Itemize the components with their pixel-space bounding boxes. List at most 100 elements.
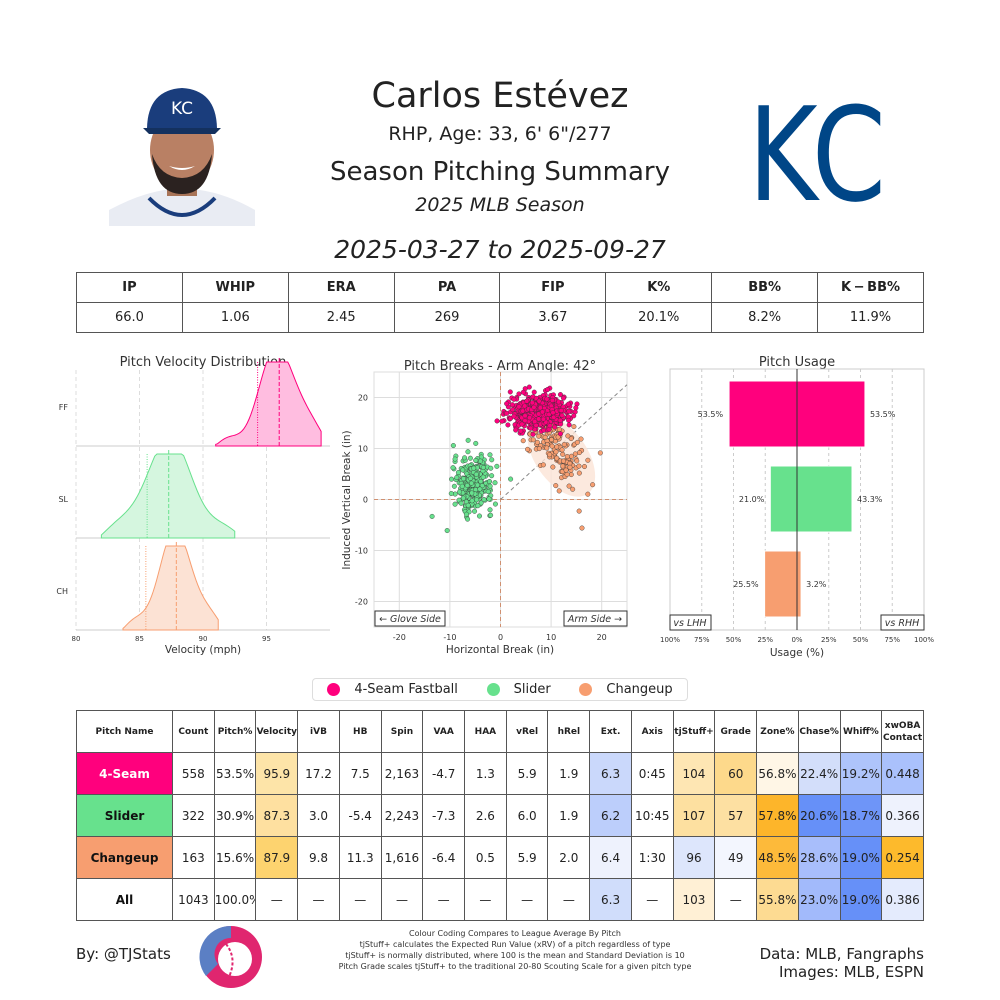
pitch-point — [520, 438, 526, 444]
legend-item-sl: Slider — [486, 682, 551, 697]
pitch-point — [476, 513, 482, 519]
x-tick-label: 0% — [791, 636, 802, 644]
player-headshot: KC — [109, 82, 255, 226]
y-tick-label: 0 — [363, 496, 368, 505]
y-tick-label: -10 — [355, 547, 368, 556]
table-cell: 322 — [172, 794, 215, 837]
pitch-point — [529, 400, 535, 406]
pitch-point — [559, 447, 565, 453]
pitch-point — [597, 450, 603, 456]
season-stats-table: IP WHIP ERA PA FIP K% BB% K − BB% 66.0 1.06 2.45 26… — [76, 272, 924, 333]
pitch-name-cell: All — [76, 878, 173, 921]
pitch-point — [504, 401, 510, 407]
pitch-point — [574, 458, 580, 464]
pitch-point — [494, 418, 500, 424]
stat-header: ERA — [287, 272, 395, 303]
player-name: Carlos Estévez — [371, 76, 629, 116]
column-header: Ext. — [589, 710, 632, 753]
pitch-point — [485, 489, 491, 495]
pitch-point — [526, 384, 532, 390]
pitch-point — [522, 418, 528, 424]
pitch-point — [452, 456, 458, 462]
pitch-point — [527, 415, 533, 421]
note-line: tjStuff+ calculates the Expected Run Val… — [359, 940, 671, 949]
panel-label: FF — [59, 403, 69, 412]
stat-header: IP — [76, 272, 183, 303]
pitch-point — [492, 501, 498, 507]
pitch-point — [566, 483, 572, 489]
pitch-point — [474, 497, 480, 503]
pitch-point — [499, 418, 505, 424]
pitch-point — [547, 452, 553, 458]
table-row: 4-Seam 558 53.5% 95.9 17.2 7.5 2,163 -4.7 1.3 5.9… — [76, 752, 924, 795]
pitch-point — [558, 408, 564, 414]
x-axis-label: Velocity (mph) — [165, 644, 241, 656]
pitch-point — [463, 511, 469, 517]
table-cell: -4.7 — [422, 752, 466, 795]
table-cell: 6.0 — [505, 794, 549, 837]
pitch-breaks-chart: Pitch Breaks - Arm Angle: 42° Horizontal… — [341, 359, 628, 656]
pitch-point — [566, 422, 572, 428]
stat-header: K − BB% — [817, 272, 924, 303]
pitch-point — [530, 437, 536, 443]
x-tick-label: 90 — [199, 635, 208, 643]
column-header: Velocity — [255, 710, 299, 753]
annotation-box — [880, 614, 925, 631]
pitch-point — [473, 471, 479, 477]
pitch-point — [567, 464, 573, 470]
pitch-point — [571, 413, 577, 419]
pitch-point — [576, 450, 582, 456]
x-tick-label: 0 — [498, 633, 503, 642]
pitch-point — [507, 389, 513, 395]
pitch-point — [459, 483, 465, 489]
pitch-point — [532, 419, 538, 425]
table-cell: — — [547, 878, 591, 921]
pitch-point — [579, 525, 585, 531]
table-cell: 103 — [672, 878, 716, 921]
scatter-series-ff — [494, 384, 580, 437]
chart-title: Pitch Breaks - Arm Angle: 42° — [404, 359, 596, 374]
table-row: Changeup 163 15.6% 87.9 9.8 11.3 1,616 -6.4 0.5 5… — [76, 836, 924, 879]
legend-label: 4-Seam Fastball — [354, 682, 458, 697]
annotation-box — [374, 610, 446, 627]
pitch-point — [511, 396, 517, 402]
pitch-point — [455, 469, 461, 475]
pitch-point — [511, 413, 517, 419]
pitch-point — [566, 408, 572, 414]
table-cell: 20.6% — [797, 794, 841, 837]
pitch-point — [564, 471, 570, 477]
pitch-point — [475, 503, 481, 509]
table-cell: 87.3 — [255, 794, 299, 837]
table-cell: 0.366 — [881, 794, 924, 837]
table-cell: 95.9 — [255, 752, 299, 795]
chart-title: Pitch Usage — [759, 355, 835, 370]
annotation-box — [669, 614, 712, 631]
pitch-point — [565, 433, 571, 439]
x-tick-label: 75% — [884, 636, 900, 644]
column-header: iVB — [297, 710, 340, 753]
column-header: hRel — [547, 710, 591, 753]
table-cell: — — [297, 878, 340, 921]
table-cell: 48.5% — [756, 836, 799, 879]
table-cell: 1:30 — [630, 836, 674, 879]
pitch-point — [576, 463, 582, 469]
table-cell: 19.0% — [839, 878, 883, 921]
table-cell: 107 — [672, 794, 716, 837]
column-header: Pitch Name — [76, 710, 173, 753]
y-axis-label: Induced Vertical Break (in) — [341, 430, 353, 569]
pitch-point — [576, 508, 582, 514]
legend-item-ch: Changeup — [579, 682, 673, 697]
annotation-text: ← Glove Side — [379, 614, 441, 625]
lhh-usage-label: 53.5% — [698, 410, 724, 419]
pitch-point — [513, 427, 519, 433]
density-curve-sl — [100, 453, 236, 539]
pitch-point — [508, 476, 514, 482]
team-logo: KC — [748, 80, 886, 225]
x-axis-label: Horizontal Break (in) — [446, 644, 554, 656]
pitch-point — [540, 462, 546, 468]
pitch-point — [465, 449, 471, 455]
table-cell: 5.9 — [505, 836, 549, 879]
pitch-point — [520, 389, 526, 395]
x-tick-label: 50% — [726, 636, 742, 644]
x-tick-label: -10 — [443, 633, 456, 642]
